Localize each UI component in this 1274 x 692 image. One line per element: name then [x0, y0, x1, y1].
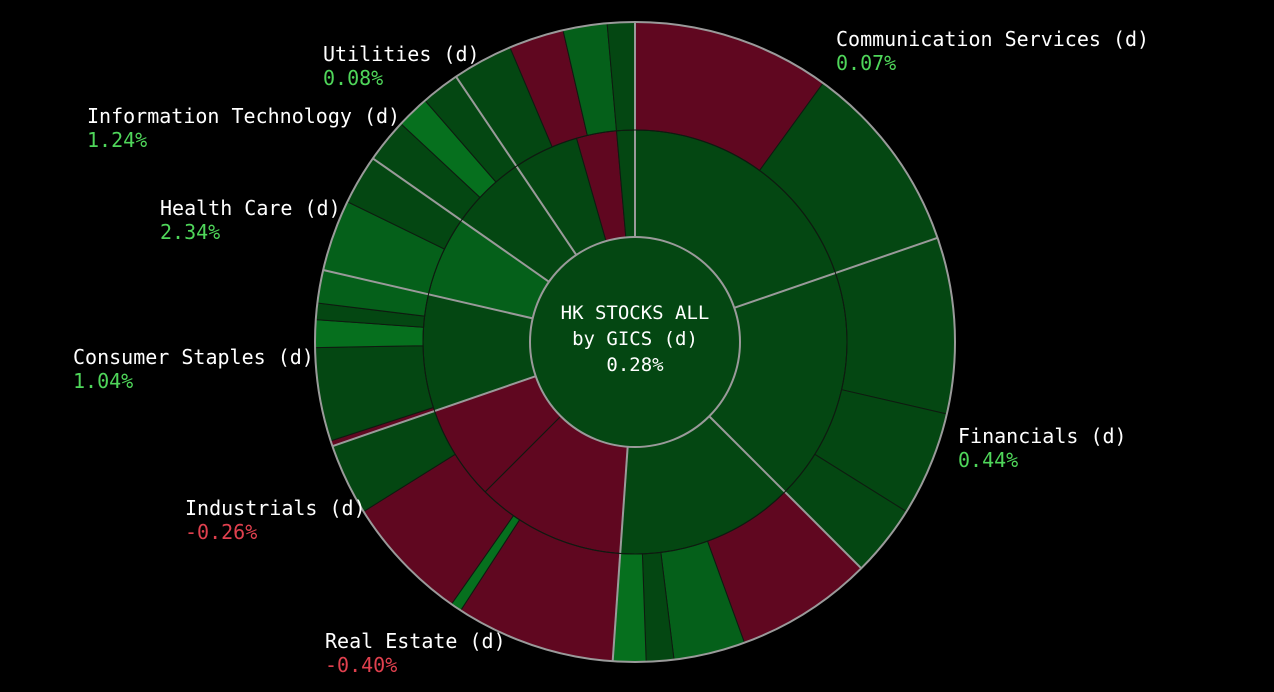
sector-change: 1.24% [87, 128, 148, 152]
outer-ring [314, 21, 956, 663]
sector-change: 0.44% [958, 448, 1019, 472]
label-real-estate[interactable]: Real Estate (d) -0.40% [325, 629, 506, 677]
sector-boundary-information-technology [372, 157, 550, 283]
sector-boundary-consumer-staples [332, 375, 537, 448]
center-disc [529, 236, 741, 448]
sector-name: Utilities (d) [323, 42, 480, 66]
label-information-technology[interactable]: Information Technology (d) 1.24% [87, 104, 400, 152]
sector-change: 0.08% [323, 66, 384, 90]
label-consumer-staples[interactable]: Consumer Staples (d) 1.04% [73, 345, 314, 393]
sector-boundary-health-care [322, 269, 533, 320]
outer-edge [314, 21, 956, 663]
sector-change: 1.04% [73, 369, 134, 393]
sector-change: 2.34% [160, 220, 221, 244]
center-total-change: 0.28% [606, 354, 664, 376]
sector-boundary-financials [733, 236, 938, 309]
label-financials[interactable]: Financials (d) 0.44% [958, 424, 1127, 472]
label-industrials[interactable]: Industrials (d) -0.26% [185, 496, 366, 544]
sector-name: Financials (d) [958, 424, 1127, 448]
sector-name: Industrials (d) [185, 496, 366, 520]
sector-change: -0.40% [325, 653, 398, 677]
label-utilities[interactable]: Utilities (d) 0.08% [323, 42, 480, 90]
sector-change: 0.07% [836, 51, 897, 75]
sector-name: Consumer Staples (d) [73, 345, 314, 369]
sector-borders [322, 22, 938, 662]
sector-name: Health Care (d) [160, 196, 341, 220]
center-title-line-2: by GICS (d) [572, 328, 698, 350]
ring-separator [422, 129, 848, 555]
label-health-care[interactable]: Health Care (d) 2.34% [160, 196, 341, 244]
label-communication-services[interactable]: Communication Services (d) 0.07% [836, 27, 1149, 75]
sector-name: Communication Services (d) [836, 27, 1150, 51]
sector-name: Information Technology (d) [87, 104, 401, 128]
sector-name: Real Estate (d) [325, 629, 506, 653]
center-title-line-1: HK STOCKS ALL [560, 302, 710, 324]
center-label: HK STOCKS ALL by GICS (d) 0.28% [535, 300, 735, 378]
sector-change: -0.26% [185, 520, 258, 544]
